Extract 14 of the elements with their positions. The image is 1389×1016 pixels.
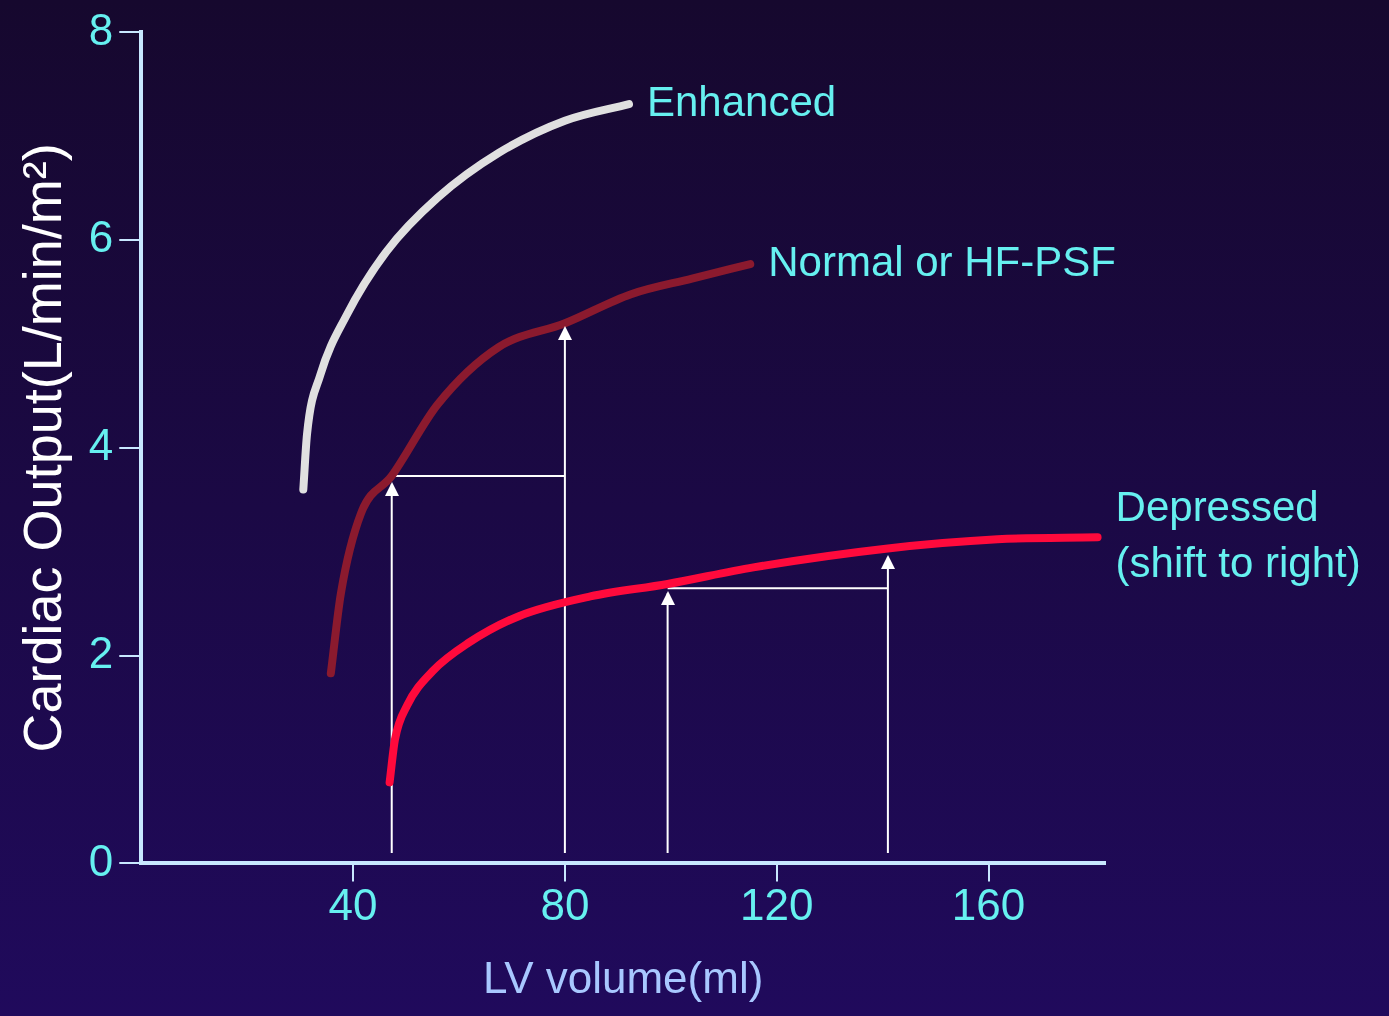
y-tick-label: 4 [88, 420, 114, 470]
x-tick-label: 120 [739, 879, 814, 929]
series-label: Enhanced [646, 77, 837, 125]
x-tick-label: 160 [951, 879, 1026, 929]
y-axis-title: Cardiac Output(L/min/m²) [12, 143, 73, 753]
y-tick-label: 6 [88, 212, 114, 262]
series-label: Normal or HF-PSF [768, 237, 1116, 285]
x-tick-label: 40 [328, 879, 378, 929]
y-tick-label: 0 [88, 835, 114, 885]
x-tick-label: 80 [540, 879, 590, 929]
y-tick-label: 8 [88, 4, 114, 54]
y-tick-label: 2 [88, 627, 114, 677]
series-label: Depressed (shift to right) [1115, 482, 1361, 586]
x-axis-title: LV volume(ml) [482, 952, 764, 1002]
